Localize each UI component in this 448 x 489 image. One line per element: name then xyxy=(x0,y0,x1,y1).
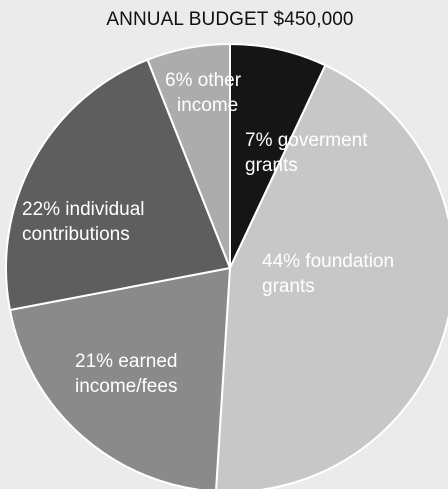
slice-label-2: 44% foundation grants xyxy=(262,251,394,297)
pie-slice-3 xyxy=(8,266,232,489)
pie-slice-4 xyxy=(5,58,232,312)
pie-slices xyxy=(5,42,448,489)
slice-label-1: 7% goverment grants xyxy=(245,130,368,176)
slice-label-5: 6% other income xyxy=(165,70,242,116)
chart-title: ANNUAL BUDGET $450,000 xyxy=(106,9,354,30)
slice-label-4: 22% individual contributions xyxy=(22,199,145,245)
pie-labels: 7% goverment grants 44% foundation grants 21… xyxy=(22,70,394,397)
pie-slice-2 xyxy=(215,63,448,489)
pie-slice-5 xyxy=(146,42,231,269)
slice-label-3: 21% earned income/fees xyxy=(75,351,177,397)
